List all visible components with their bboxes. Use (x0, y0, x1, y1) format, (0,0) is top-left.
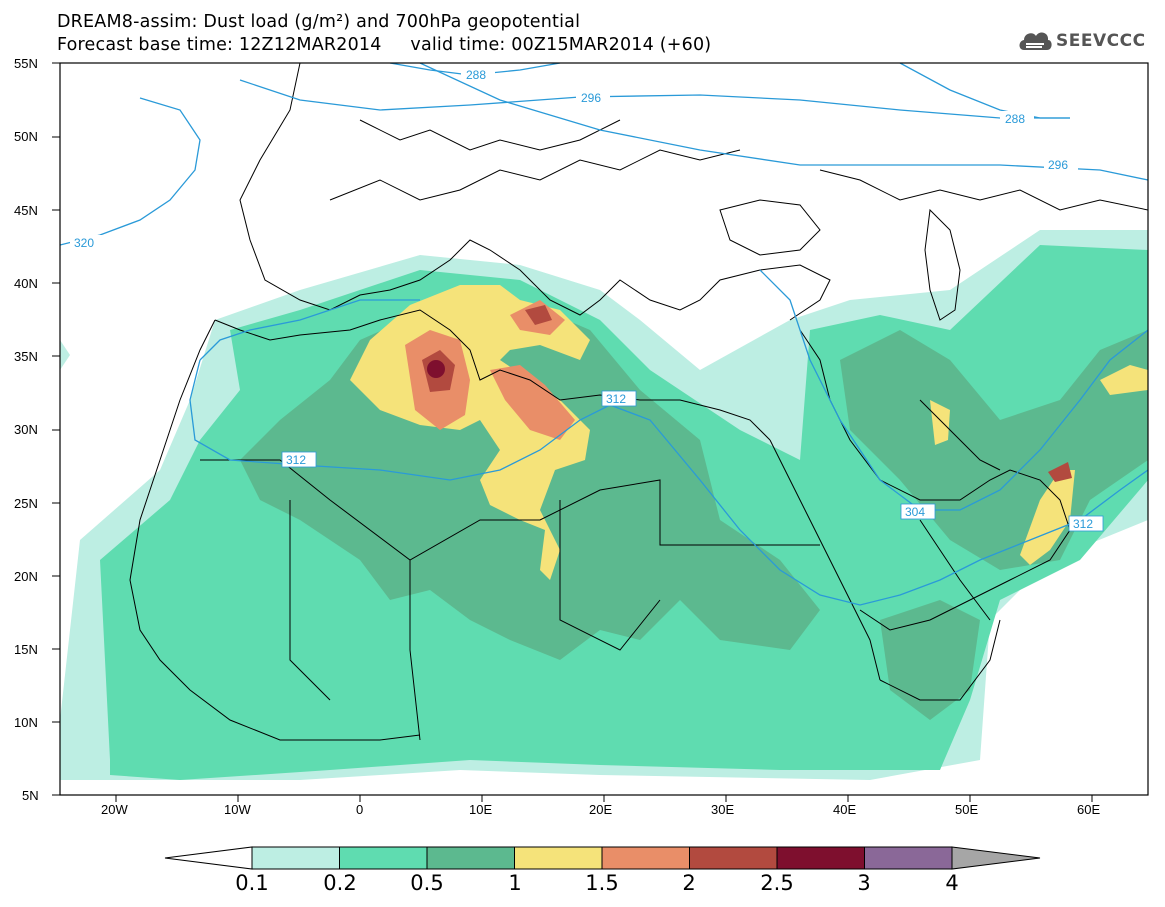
coast-arabia (799, 329, 1071, 631)
border-asia (819, 169, 1148, 211)
lon-label: 10E (469, 802, 492, 817)
contour-296 (239, 79, 1070, 119)
lat-label: 40N (14, 276, 38, 291)
contour-288-east (899, 63, 1070, 119)
lat-label: 15N (14, 642, 38, 657)
border-sahara-2 (409, 560, 421, 741)
coast-europe (239, 63, 831, 321)
border-sahara-1 (200, 459, 820, 561)
colorbar-segment (514, 846, 603, 870)
lon-label: 40E (833, 802, 856, 817)
lat-label: 10N (14, 715, 38, 730)
map-subtitle: Forecast base time: 12Z12MAR2014 valid t… (57, 35, 712, 55)
contour-label-312-west: 312 (286, 453, 306, 467)
seevccc-logo: SEEVCCC (1016, 24, 1156, 58)
colorbar-segment (776, 846, 865, 870)
dust-max-core (427, 360, 445, 378)
contour-label-320: 320 (74, 236, 94, 250)
lon-label: 20E (589, 802, 612, 817)
border-east (919, 519, 991, 621)
dust-area-light-west (60, 340, 70, 370)
logo-text: SEEVCCC (1056, 31, 1146, 51)
lat-label: 25N (14, 496, 38, 511)
lat-label: 5N (22, 788, 39, 803)
lon-label: 10W (224, 802, 251, 817)
coast-red-sea (769, 439, 881, 681)
longitude-axis: 20W 10W 0 10E 20E 30E 40E 50E 60E (101, 795, 1100, 817)
border-sahara-4 (289, 500, 331, 701)
colorbar-tick: 0.2 (323, 871, 357, 895)
coast-africa-west (129, 319, 421, 741)
dust-field (60, 230, 1148, 780)
colorbar-tick: 0.1 (235, 871, 269, 895)
map-title: DREAM8-assim: Dust load (g/m²) and 700hP… (57, 12, 581, 32)
colorbar-segment (426, 846, 515, 870)
contour-312-north (199, 299, 420, 361)
colorbar-tick: 3 (857, 871, 871, 895)
colorbar (164, 846, 1041, 870)
colorbar-segment (864, 846, 953, 870)
colorbar-tick: 0.5 (410, 871, 444, 895)
colorbar-segment (689, 846, 778, 870)
contour-label-312-east: 312 (1073, 517, 1093, 531)
coast-caspian (924, 208, 961, 321)
colorbar-segment (251, 846, 340, 870)
dust-area-yellow-iran (1100, 365, 1148, 395)
lat-label: 20N (14, 569, 38, 584)
dust-area-yellow-gulf (930, 400, 950, 445)
contour-label-296: 296 (581, 91, 601, 105)
dust-area-orange-libya (490, 365, 575, 440)
colorbar-tick: 2 (682, 871, 696, 895)
cloud-icon (1019, 32, 1052, 50)
lon-label: 50E (955, 802, 978, 817)
colorbar-segment (339, 846, 428, 870)
lon-label: 0 (356, 802, 363, 817)
contour-label-296-east: 296 (1048, 158, 1068, 172)
border-europe-2 (359, 119, 621, 151)
lat-label: 55N (14, 56, 38, 71)
dust-area-yellow-oman (1020, 470, 1075, 565)
colorbar-tick: 2.5 (760, 871, 794, 895)
contour-320 (60, 97, 201, 246)
colorbar-segment (601, 846, 690, 870)
colorbar-tick: 4 (945, 871, 959, 895)
contour-304 (759, 269, 1148, 511)
dust-area-brown-sicily (525, 305, 552, 325)
lon-label: 30E (711, 802, 734, 817)
coast-black-sea (719, 199, 821, 256)
contour-label-288-east: 288 (1005, 112, 1025, 126)
latitude-axis: 55N 50N 45N 40N 35N 30N 25N 20N 15N 10N … (14, 56, 60, 803)
lon-label: 60E (1077, 802, 1100, 817)
coast-africa-north (214, 309, 771, 441)
coast-gulf (919, 399, 1001, 471)
dust-area-brown-oman (1048, 462, 1072, 482)
lon-label: 20W (101, 802, 128, 817)
contour-label-304: 304 (905, 505, 925, 519)
lat-label: 45N (14, 203, 38, 218)
coastlines (129, 63, 1148, 741)
dust-area-dark-green-horn (880, 600, 980, 720)
border-europe (329, 149, 741, 201)
contour-labels: 288 296 288 296 320 312 312 304 312 (70, 67, 1104, 532)
lat-label: 30N (14, 422, 38, 437)
contour-label-312-mid: 312 (606, 392, 626, 406)
colorbar-arrow-right (951, 846, 1041, 870)
colorbar-tick: 1 (508, 871, 522, 895)
lat-label: 50N (14, 129, 38, 144)
lat-label: 35N (14, 349, 38, 364)
border-sahara-3 (559, 500, 661, 651)
colorbar-arrow-left (164, 846, 253, 870)
coast-horn (879, 619, 1001, 701)
colorbar-tick: 1.5 (585, 871, 619, 895)
contour-label-288: 288 (466, 68, 486, 82)
